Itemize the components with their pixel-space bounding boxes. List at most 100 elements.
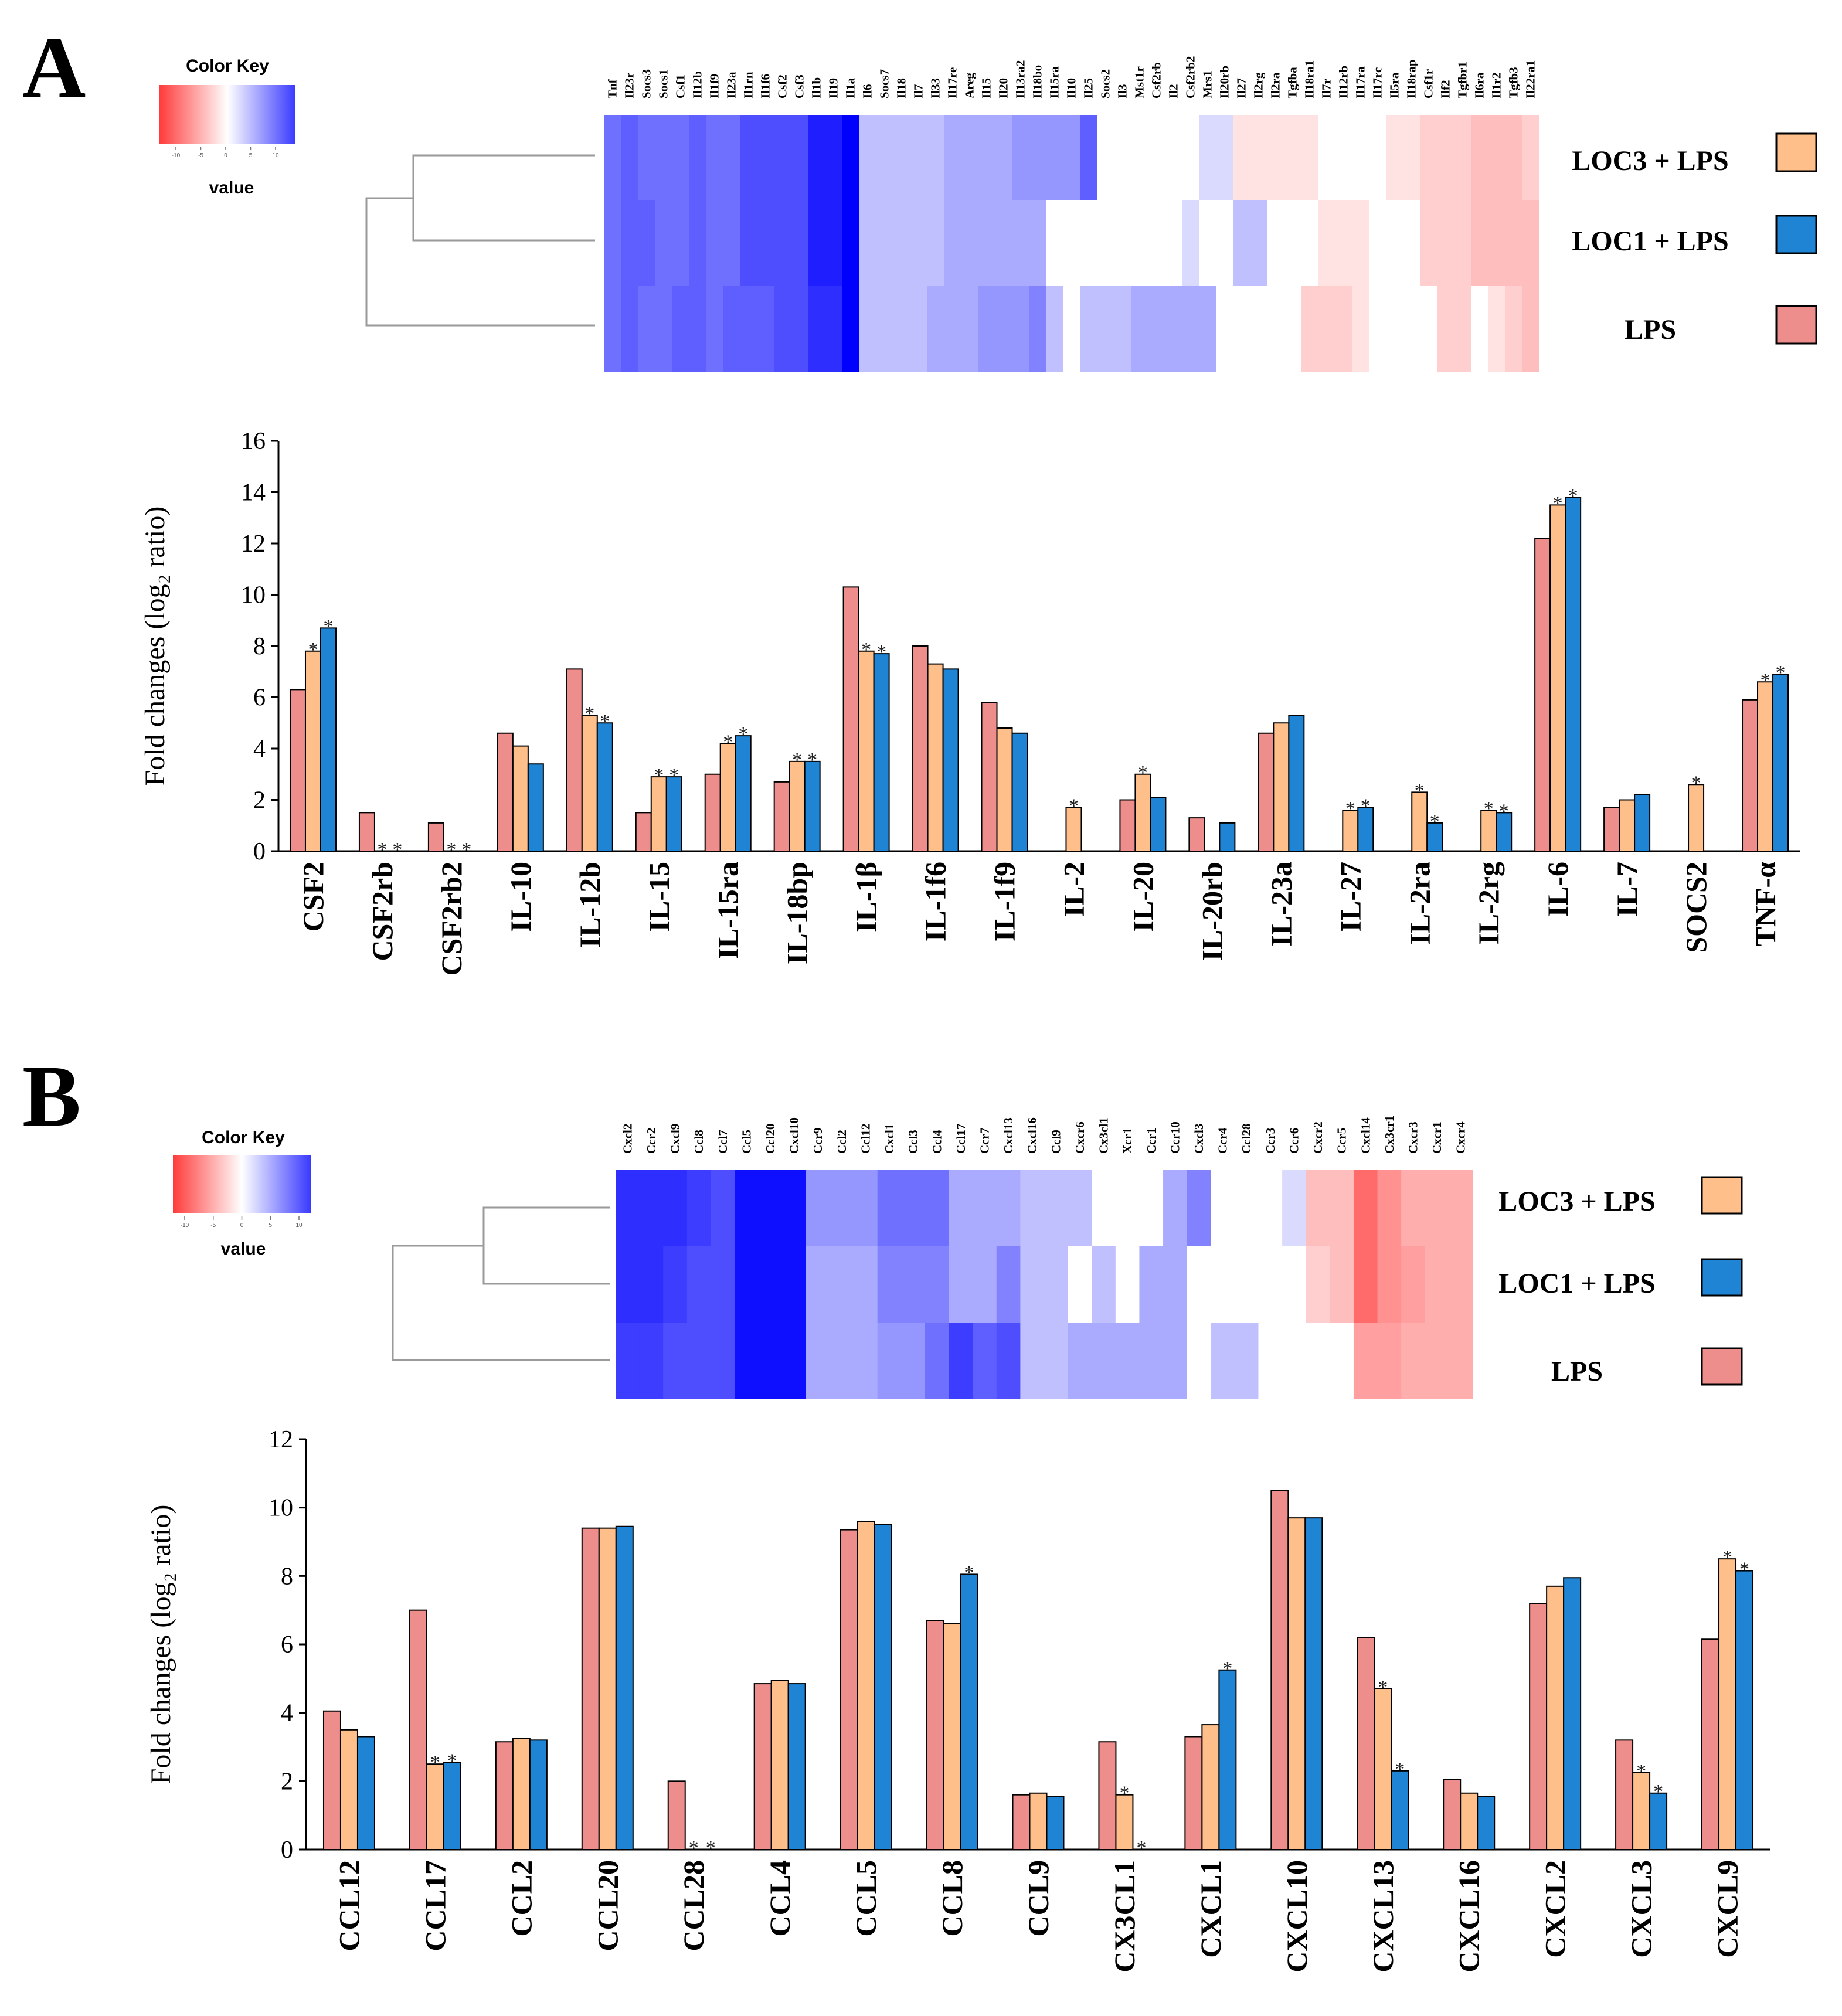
heatmap-cell xyxy=(1046,115,1063,201)
heatmap-column-label: Il33 xyxy=(929,78,943,98)
bar-loc1-lps xyxy=(1496,812,1513,852)
heatmap-cell xyxy=(672,200,689,287)
bar-lps xyxy=(566,668,583,852)
color-key-ticks: -10 -5 0 5 10 xyxy=(172,147,279,159)
heatmap-cell xyxy=(877,1170,902,1247)
heatmap-cell xyxy=(1029,286,1046,372)
heatmap-cell xyxy=(1471,286,1488,372)
heatmap-column-label: Il23r xyxy=(623,73,637,98)
bar-loc3-lps xyxy=(512,1738,531,1851)
bar-loc3-lps xyxy=(1342,810,1359,852)
category-label: IL-2rg xyxy=(1472,862,1505,945)
category-label: IL-20rb xyxy=(1195,862,1228,961)
heatmap-cell xyxy=(791,115,808,201)
heatmap-cell xyxy=(1182,200,1199,287)
heatmap-cell xyxy=(1044,1323,1069,1399)
bar-lps xyxy=(1184,1736,1203,1850)
significance-marker: * xyxy=(1484,798,1494,820)
heatmap-column-label: Il20rb xyxy=(1218,66,1232,98)
y-tick-label: 0 xyxy=(281,1837,293,1864)
significance-marker: * xyxy=(669,764,679,786)
heatmap-cell xyxy=(876,286,893,372)
heatmap-cell xyxy=(1068,1323,1092,1399)
heatmap-cell xyxy=(740,115,757,201)
heatmap-column-label: Cxcl16 xyxy=(1025,1117,1039,1154)
bar-loc1-lps xyxy=(1426,822,1443,852)
heatmap-column-label: Ccr9 xyxy=(811,1128,825,1154)
legend-label-loc1: LOC1 + LPS xyxy=(1498,1268,1655,1299)
bar-loc3-lps xyxy=(1287,1517,1306,1851)
legend-swatch-lps xyxy=(1701,1347,1743,1386)
bar-loc1-lps xyxy=(1219,822,1236,852)
heatmap-cell xyxy=(1199,115,1216,201)
y-tick-label: 4 xyxy=(253,736,266,763)
bar-loc3-lps xyxy=(1718,1558,1737,1851)
bar-loc1-lps xyxy=(356,1736,375,1850)
significance-marker: * xyxy=(1378,1677,1388,1698)
heatmap-column-label: Ccr2 xyxy=(644,1128,658,1154)
heatmap-cell xyxy=(672,115,689,201)
heatmap-column-label: Il12b xyxy=(691,71,705,98)
significance-marker: * xyxy=(1739,1559,1749,1580)
heatmap-column-label: Cxcr4 xyxy=(1454,1121,1468,1154)
bar-loc1-lps xyxy=(1563,1577,1582,1850)
heatmap-column-label: Il27 xyxy=(1235,78,1249,98)
heatmap-cell xyxy=(995,200,1012,287)
heatmap-cell xyxy=(893,286,910,372)
heatmap-cell xyxy=(944,115,961,201)
heatmap-cell xyxy=(1449,1170,1473,1247)
heatmap-cell xyxy=(1401,1170,1426,1247)
heatmap-column-label: Il7r xyxy=(1320,79,1334,98)
significance-marker: * xyxy=(738,723,748,745)
significance-marker: * xyxy=(964,1562,974,1583)
heatmap-column-label: Cxcl3 xyxy=(1192,1124,1206,1154)
heatmap-cell xyxy=(1187,1246,1211,1323)
bar-loc1-lps xyxy=(942,668,959,852)
heatmap-cell xyxy=(689,115,706,201)
heatmap-cell xyxy=(1114,200,1131,287)
heatmap-a xyxy=(604,115,1539,372)
heatmap-cell xyxy=(1335,286,1352,372)
y-tick-label: 6 xyxy=(253,685,266,712)
heatmap-cell xyxy=(910,200,927,287)
heatmap-column-label: Areg xyxy=(963,73,977,98)
heatmap-column-label: Il3 xyxy=(1116,84,1130,98)
heatmap-cell xyxy=(1080,200,1097,287)
heatmap-cell xyxy=(1012,200,1029,287)
heatmap-cell xyxy=(1097,286,1114,372)
heatmap-column-label: Ccr6 xyxy=(1287,1128,1301,1154)
heatmap-column-label: Socs3 xyxy=(640,69,654,98)
dendrogram-branch xyxy=(412,154,595,242)
heatmap-column-label: Il17ra xyxy=(1354,66,1368,98)
significance-marker: * xyxy=(461,839,471,861)
heatmap-cell xyxy=(1163,1170,1188,1247)
heatmap-cell xyxy=(1425,1170,1449,1247)
heatmap-cell xyxy=(711,1246,735,1323)
heatmap-cell xyxy=(1471,200,1488,287)
heatmap-column-label: Ccr1 xyxy=(1144,1128,1158,1154)
heatmap-cell xyxy=(1044,1246,1069,1323)
heatmap-cell xyxy=(758,1323,783,1399)
color-key-tick-label: 10 xyxy=(295,1222,303,1229)
heatmap-column-label: Csf2rb2 xyxy=(1184,56,1198,98)
heatmap-cell xyxy=(842,115,859,201)
heatmap-cell xyxy=(961,286,978,372)
heatmap-cell xyxy=(1046,286,1063,372)
heatmap-column-label: Ccr7 xyxy=(977,1128,991,1154)
bar-loc1-lps xyxy=(443,1762,461,1850)
heatmap-cell xyxy=(1131,115,1148,201)
heatmap-cell xyxy=(1068,1170,1092,1247)
heatmap-column-label: Il2rg xyxy=(1252,72,1266,98)
heatmap-column-label: Cxcl13 xyxy=(1001,1117,1015,1154)
heatmap-cell xyxy=(1330,1323,1354,1399)
heatmap-column-label: Il6 xyxy=(861,84,875,98)
heatmap-column-label: Il19 xyxy=(827,78,841,98)
category-label: TNF-α xyxy=(1749,862,1782,947)
heatmap-cell xyxy=(1080,286,1097,372)
heatmap-cell xyxy=(1115,1170,1140,1247)
heatmap-cell xyxy=(961,200,978,287)
bar-loc3-lps xyxy=(996,727,1013,852)
y-tick-label: 8 xyxy=(253,633,266,660)
heatmap-cell xyxy=(1369,286,1386,372)
bar-loc3-lps xyxy=(650,776,667,852)
